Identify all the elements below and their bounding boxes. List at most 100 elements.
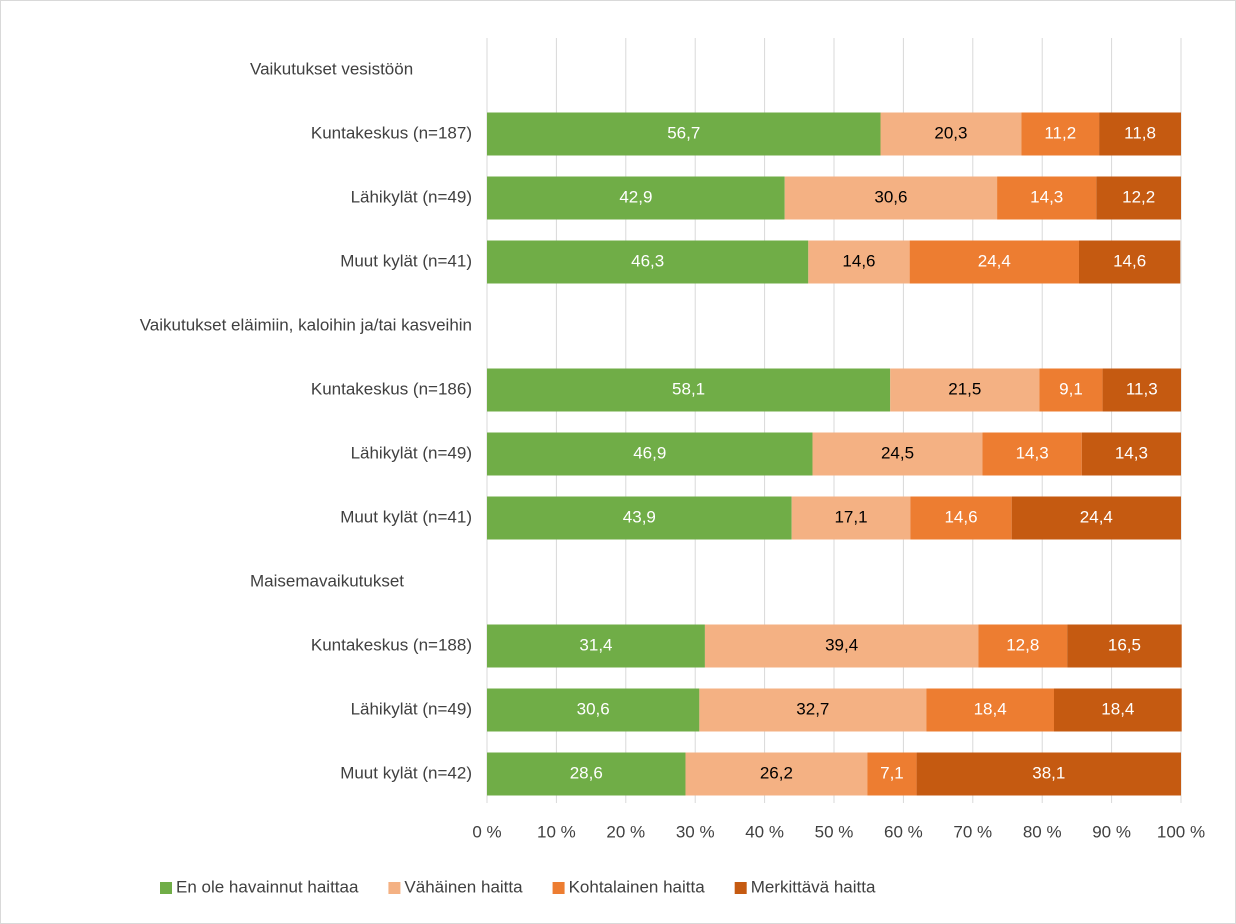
data-label: 30,6 <box>874 187 907 206</box>
legend-label: En ole havainnut haittaa <box>176 877 359 896</box>
bar-segment <box>487 432 813 476</box>
bar-segment <box>1021 112 1100 156</box>
bar-segment <box>1081 432 1181 476</box>
bar-segment <box>1099 112 1181 156</box>
bar-segment <box>487 752 686 796</box>
bar-segment <box>1096 176 1181 220</box>
data-label: 14,6 <box>1113 251 1146 270</box>
data-label: 42,9 <box>619 187 652 206</box>
bar-segment <box>978 624 1068 668</box>
data-label: 28,6 <box>570 763 603 782</box>
data-label: 31,4 <box>579 635 612 654</box>
data-label: 26,2 <box>760 763 793 782</box>
data-label: 24,4 <box>1080 507 1113 526</box>
bar-segment <box>910 496 1012 540</box>
legend-label: Merkittävä haitta <box>751 877 876 896</box>
data-label: 7,1 <box>880 763 904 782</box>
bar-segment <box>1102 368 1181 412</box>
data-label: 14,3 <box>1016 443 1049 462</box>
bar-segment <box>916 752 1181 796</box>
x-tick-label: 60 % <box>884 822 923 841</box>
data-label: 11,2 <box>1044 123 1076 142</box>
group-label: Vaikutukset vesistöön <box>250 59 413 78</box>
bar-segment <box>487 112 881 156</box>
data-label: 14,3 <box>1115 443 1148 462</box>
category-label: Kuntakeskus (n=186) <box>311 379 472 398</box>
x-tick-label: 90 % <box>1092 822 1131 841</box>
bar-segment <box>808 240 910 284</box>
x-tick-label: 0 % <box>472 822 501 841</box>
bar-segment <box>867 752 917 796</box>
bar-segment <box>1053 688 1182 732</box>
data-label: 12,8 <box>1006 635 1039 654</box>
data-label: 46,9 <box>633 443 666 462</box>
data-label: 39,4 <box>825 635 858 654</box>
bar-segment <box>1039 368 1103 412</box>
bar-segment <box>926 688 1054 732</box>
data-label: 20,3 <box>934 123 967 142</box>
bar-segment <box>784 176 998 220</box>
category-label: Lähikylät (n=49) <box>351 699 472 718</box>
bar-segment <box>1078 240 1181 284</box>
data-label: 58,1 <box>672 379 705 398</box>
bar-segment <box>487 240 809 284</box>
bar-segment <box>487 624 705 668</box>
bar-segment <box>487 368 891 412</box>
data-label: 30,6 <box>577 699 610 718</box>
bar-segment <box>685 752 868 796</box>
data-label: 56,7 <box>667 123 700 142</box>
category-label: Muut kylät (n=41) <box>340 251 472 270</box>
bar-segment <box>704 624 979 668</box>
data-label: 9,1 <box>1059 379 1083 398</box>
legend-swatch <box>552 882 565 894</box>
data-label: 21,5 <box>948 379 981 398</box>
category-label: Lähikylät (n=49) <box>351 443 472 462</box>
x-tick-label: 30 % <box>676 822 715 841</box>
bar-segment <box>812 432 983 476</box>
legend-swatch <box>734 882 747 894</box>
data-label: 11,3 <box>1126 379 1158 398</box>
bar-segment <box>1067 624 1182 668</box>
x-tick-label: 50 % <box>815 822 854 841</box>
x-tick-label: 20 % <box>606 822 645 841</box>
category-label: Muut kylät (n=42) <box>340 763 472 782</box>
data-label: 16,5 <box>1108 635 1141 654</box>
x-tick-label: 70 % <box>953 822 992 841</box>
bar-segment <box>997 176 1097 220</box>
x-tick-label: 10 % <box>537 822 576 841</box>
group-label: Maisemavaikutukset <box>250 571 404 590</box>
data-label: 24,4 <box>978 251 1011 270</box>
legend-label: Kohtalainen haitta <box>569 877 706 896</box>
data-label: 17,1 <box>834 507 867 526</box>
data-label: 14,3 <box>1030 187 1063 206</box>
category-label: Kuntakeskus (n=187) <box>311 123 472 142</box>
group-label: Vaikutukset eläimiin, kaloihin ja/tai ka… <box>140 315 472 334</box>
data-label: 11,8 <box>1124 123 1156 142</box>
data-label: 32,7 <box>796 699 829 718</box>
legend-label: Vähäinen haitta <box>404 877 523 896</box>
bar-segment <box>487 688 700 732</box>
category-label: Kuntakeskus (n=188) <box>311 635 472 654</box>
legend-swatch <box>388 882 401 894</box>
data-label: 18,4 <box>1101 699 1134 718</box>
x-tick-label: 80 % <box>1023 822 1062 841</box>
x-tick-label: 40 % <box>745 822 784 841</box>
data-label: 43,9 <box>623 507 656 526</box>
bar-segment <box>791 496 911 540</box>
x-tick-label: 100 % <box>1157 822 1205 841</box>
bar-segment <box>1011 496 1181 540</box>
category-label: Lähikylät (n=49) <box>351 187 472 206</box>
bar-segment <box>982 432 1082 476</box>
bar-segment <box>487 496 792 540</box>
legend-swatch <box>160 882 172 894</box>
bar-segment <box>487 176 785 220</box>
category-label: Muut kylät (n=41) <box>340 507 472 526</box>
data-label: 24,5 <box>881 443 914 462</box>
data-label: 38,1 <box>1032 763 1065 782</box>
data-label: 12,2 <box>1122 187 1155 206</box>
bar-segment <box>699 688 927 732</box>
bar-segment <box>909 240 1079 284</box>
data-label: 46,3 <box>631 251 664 270</box>
data-label: 18,4 <box>974 699 1007 718</box>
